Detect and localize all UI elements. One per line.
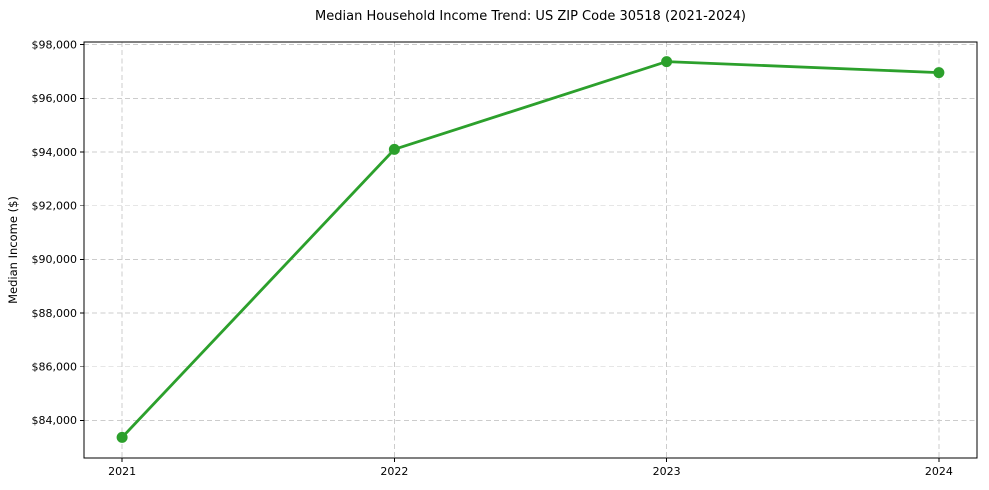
x-tick-label: 2022 [380, 465, 408, 478]
data-point-2024 [933, 67, 945, 79]
y-tick-label: $84,000 [32, 414, 78, 427]
y-tick-label: $92,000 [32, 200, 78, 213]
x-tick-label: 2023 [653, 465, 681, 478]
data-point-2022 [388, 143, 400, 155]
y-tick-label: $96,000 [32, 92, 78, 105]
axes-border [83, 41, 978, 459]
y-tick-label: $94,000 [32, 146, 78, 159]
x-tick-label: 2021 [108, 465, 136, 478]
y-tick-label: $98,000 [32, 38, 78, 51]
trend-line [120, 60, 941, 439]
x-tick-label: 2024 [925, 465, 953, 478]
data-point-2023 [661, 56, 673, 68]
y-tick-label: $90,000 [32, 253, 78, 266]
y-tick-label: $88,000 [32, 307, 78, 320]
y-tick-label: $86,000 [32, 361, 78, 374]
plot-background [84, 42, 977, 458]
data-point-2021 [116, 431, 128, 443]
y-axis-title: Median Income ($) [6, 196, 20, 304]
chart-title: Median Household Income Trend: US ZIP Co… [315, 9, 746, 24]
